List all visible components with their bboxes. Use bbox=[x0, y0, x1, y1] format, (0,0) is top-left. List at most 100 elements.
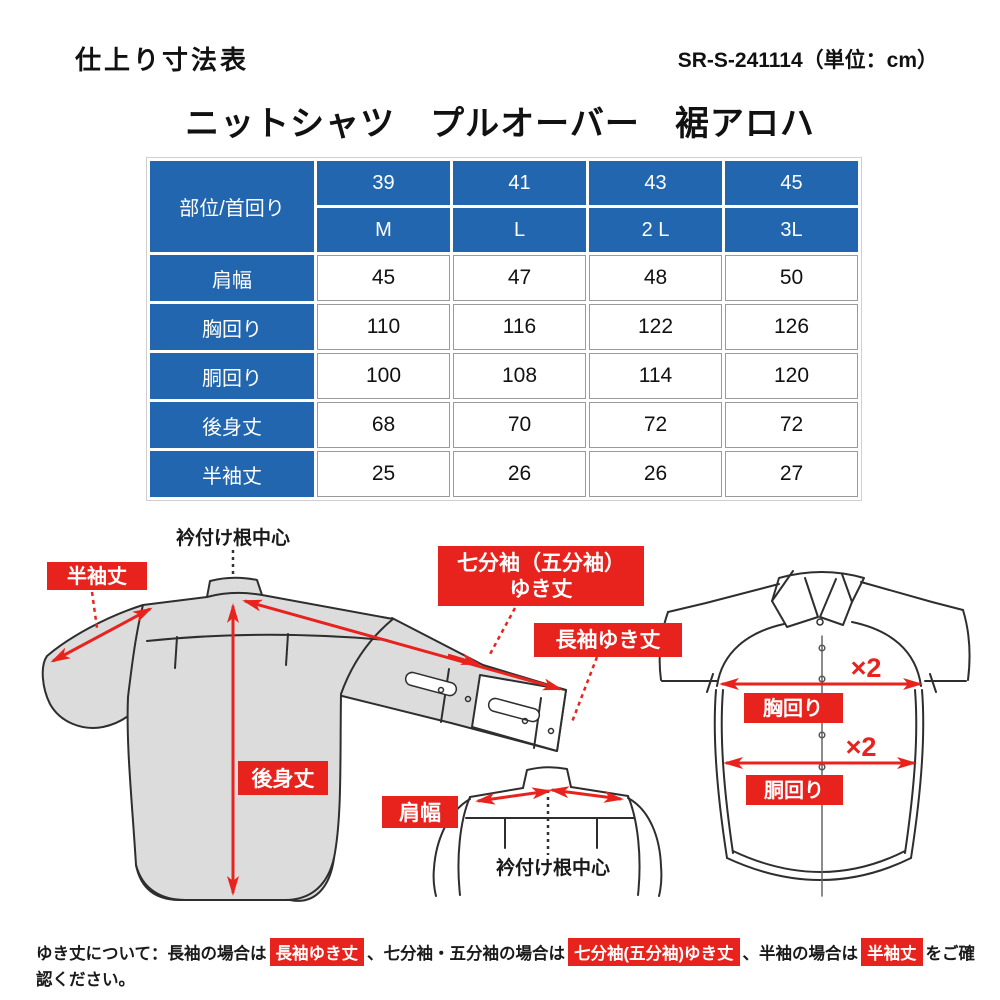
table-cell: 116 bbox=[453, 304, 586, 350]
note-tail: をご確認ください。 bbox=[36, 945, 976, 989]
label-waist: 胴回り bbox=[746, 775, 843, 805]
sleeve-placket bbox=[404, 671, 458, 697]
table-row: 胸回り 110 116 122 126 bbox=[150, 304, 858, 350]
front-armhole-right bbox=[851, 621, 922, 687]
front-buttons bbox=[818, 644, 826, 805]
label-chest: 胸回り bbox=[744, 693, 843, 723]
table-cell: 68 bbox=[317, 402, 450, 448]
shirt-body bbox=[126, 576, 394, 902]
document-code: SR-S-241114（単位：cm） bbox=[677, 49, 938, 72]
front-collar-outer bbox=[771, 571, 865, 603]
size-name-header: M bbox=[317, 208, 450, 252]
leader-lines bbox=[90, 591, 599, 723]
row-label: 後身丈 bbox=[150, 402, 314, 448]
sleeve-button bbox=[437, 686, 445, 694]
front-view-shirt bbox=[658, 570, 971, 897]
row-label: 胴回り bbox=[150, 353, 314, 399]
table-cell: 50 bbox=[725, 255, 858, 301]
document-title: 仕上り寸法表 bbox=[75, 45, 250, 75]
table-cell: 72 bbox=[589, 402, 722, 448]
pleat-mark bbox=[285, 633, 289, 666]
product-title: ニットシャツ プルオーバー 裾アロハ bbox=[185, 105, 815, 143]
label-back-length: 後身丈 bbox=[238, 761, 328, 795]
size-name-header: 3L bbox=[725, 208, 858, 252]
short-sleeve-shape bbox=[41, 604, 149, 729]
table-row: 後身丈 68 70 72 72 bbox=[150, 402, 858, 448]
note-mid1: 、七分袖・五分袖の場合は bbox=[367, 945, 566, 963]
table-cell: 114 bbox=[589, 353, 722, 399]
three-quarter-arrowhead bbox=[447, 653, 481, 666]
label-chest-text: 胸回り bbox=[763, 696, 823, 720]
front-collar-right-leaf bbox=[819, 573, 853, 626]
table-cell: 25 bbox=[317, 451, 450, 497]
measure-arrows bbox=[50, 599, 923, 896]
neck-size-header: 45 bbox=[725, 161, 858, 205]
small-sleeve-right bbox=[627, 797, 663, 897]
front-armhole-left bbox=[716, 623, 785, 687]
small-sleeve-left bbox=[432, 798, 471, 897]
table-cell: 26 bbox=[589, 451, 722, 497]
size-table: 部位/首回り 39 41 43 45 M L 2 L 3L 肩幅 45 47 4… bbox=[146, 157, 862, 501]
neck-size-header: 39 bbox=[317, 161, 450, 205]
note-chip-three-quarter: 七分袖(五分袖)ゆき丈 bbox=[568, 938, 740, 966]
table-row: 胴回り 100 108 114 120 bbox=[150, 353, 858, 399]
table-row: 半袖丈 25 26 26 27 bbox=[150, 451, 858, 497]
long-sleeve-cuff bbox=[471, 674, 567, 752]
cuff-seam-line bbox=[533, 697, 542, 749]
small-shoulder-left bbox=[469, 787, 524, 798]
front-side-seam-left bbox=[713, 689, 734, 859]
pleat-mark bbox=[174, 636, 178, 669]
collar-center-guides: 衿付け根中心 衿付け根中心 bbox=[176, 526, 610, 879]
hem-curve bbox=[135, 857, 335, 901]
shoulder-width-arrow-left bbox=[475, 787, 552, 805]
table-cell: 126 bbox=[725, 304, 858, 350]
short-sleeve-arrow bbox=[50, 607, 153, 663]
table-cell: 45 bbox=[317, 255, 450, 301]
times-two-waist: ×2 bbox=[846, 732, 877, 762]
collar-bottom-seam bbox=[206, 591, 263, 598]
yuki-length-arrow bbox=[242, 599, 563, 691]
front-collar-left-leaf bbox=[771, 570, 819, 628]
neck-size-header: 43 bbox=[589, 161, 722, 205]
row-label: 胸回り bbox=[150, 304, 314, 350]
table-cell: 70 bbox=[453, 402, 586, 448]
neck-size-header: 41 bbox=[453, 161, 586, 205]
note-lead: ゆき丈について：長袖の場合は bbox=[36, 945, 267, 963]
footer-note: ゆき丈について：長袖の場合は 長袖ゆき丈 、七分袖・五分袖の場合は 七分袖(五分袖)ゆ… bbox=[36, 938, 986, 990]
label-three-quarter-line2: ゆき丈 bbox=[510, 578, 573, 601]
front-sleeve-left bbox=[658, 611, 718, 693]
leader-long-sleeve bbox=[570, 656, 599, 723]
note-mid2: 、半袖の場合は bbox=[742, 945, 859, 963]
front-sleeve-right bbox=[924, 609, 971, 693]
size-name-header: L bbox=[453, 208, 586, 252]
small-shirt-fill bbox=[458, 767, 642, 896]
sleeve-placket bbox=[487, 697, 541, 723]
note-chip-short-sleeve: 半袖丈 bbox=[861, 938, 923, 966]
table-cell: 27 bbox=[725, 451, 858, 497]
table-cell: 100 bbox=[317, 353, 450, 399]
collar-center-label-top: 衿付け根中心 bbox=[176, 526, 290, 549]
leader-short-sleeve bbox=[90, 591, 99, 629]
table-corner-label: 部位/首回り bbox=[150, 161, 314, 252]
long-sleeve-shape bbox=[337, 617, 567, 752]
collar-button bbox=[816, 618, 824, 626]
table-cell: 47 bbox=[453, 255, 586, 301]
table-cell: 120 bbox=[725, 353, 858, 399]
size-name-header: 2 L bbox=[589, 208, 722, 252]
table-cell: 108 bbox=[453, 353, 586, 399]
table-cell: 110 bbox=[317, 304, 450, 350]
table-cell: 26 bbox=[453, 451, 586, 497]
row-label: 肩幅 bbox=[150, 255, 314, 301]
small-back-shirt bbox=[432, 766, 663, 897]
label-waist-text: 胴回り bbox=[763, 779, 824, 802]
front-shoulder-left bbox=[667, 583, 780, 613]
red-labels: 半袖丈 七分袖（五分袖） ゆき丈 長袖ゆき丈 後身丈 肩幅 胸回り bbox=[47, 546, 881, 828]
label-shoulder-width: 肩幅 bbox=[382, 796, 458, 828]
small-shoulder-right bbox=[570, 786, 629, 797]
label-long-sleeve: 長袖ゆき丈 bbox=[534, 623, 682, 657]
small-collar bbox=[522, 766, 572, 789]
front-side-seam-right bbox=[904, 689, 925, 859]
cuff-seam-line bbox=[440, 668, 450, 723]
